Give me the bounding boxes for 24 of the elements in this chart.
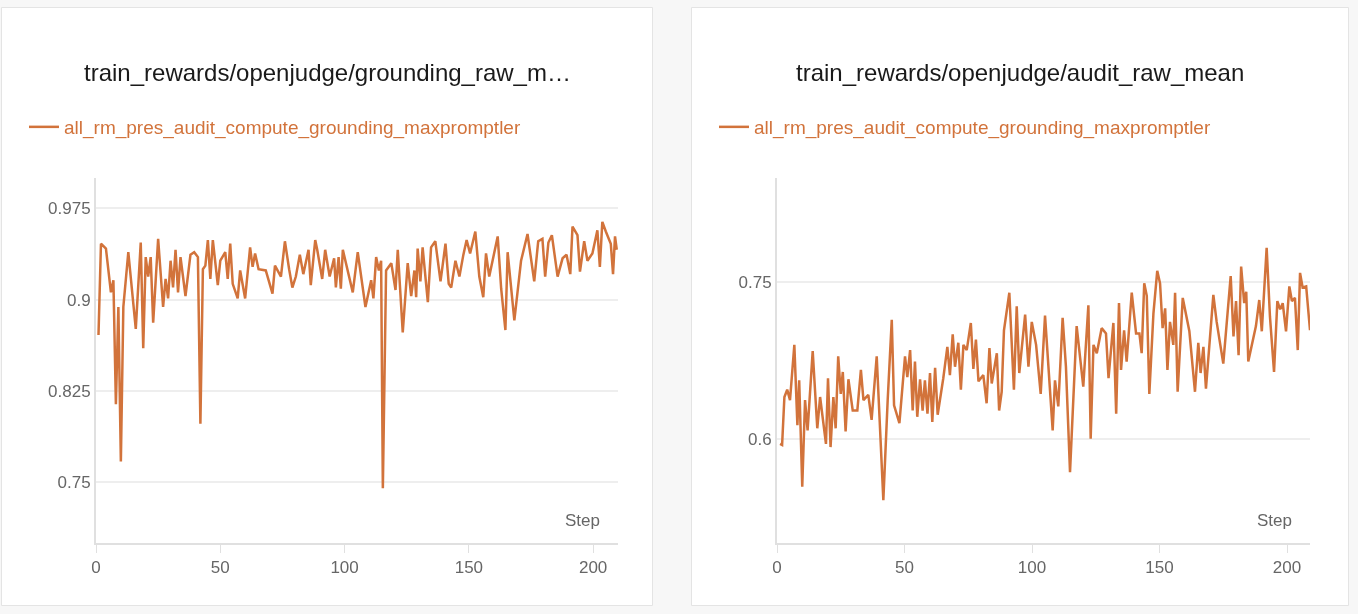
x-tick-label: 150 [1145, 558, 1174, 578]
x-axis-title: Step [565, 511, 600, 530]
y-tick-label: 0.75 [738, 273, 772, 293]
line-series [97, 220, 618, 490]
line-series [778, 246, 1310, 502]
y-tick-label: 0.6 [747, 429, 772, 449]
x-tick-label: 50 [895, 558, 914, 578]
x-tick-label: 100 [1017, 558, 1047, 578]
legend-label: all_rm_pres_audit_compute_grounding_maxpromptler [64, 117, 521, 140]
y-tick-label: 0.825 [48, 381, 91, 401]
x-tick-label: 50 [210, 558, 230, 578]
y-tick-label: 0.9 [66, 290, 91, 310]
x-tick-label: 0 [91, 558, 101, 578]
x-axis-title: Step [1257, 511, 1292, 530]
x-tick-label: 200 [1272, 558, 1302, 578]
x-tick-label: 100 [330, 558, 359, 578]
legend-label: all_rm_pres_audit_compute_grounding_maxpromptler [754, 117, 1211, 140]
y-tick-label: 0.975 [48, 199, 91, 219]
chart-title: train_rewards/openjudge/audit_raw_mean [796, 59, 1245, 86]
x-tick-label: 200 [578, 558, 608, 578]
chart-title: train_rewards/openjudge/grounding_raw_m… [84, 59, 571, 86]
y-tick-label: 0.75 [57, 473, 91, 493]
x-tick-label: 150 [454, 558, 484, 578]
x-tick-label: 0 [772, 558, 782, 578]
